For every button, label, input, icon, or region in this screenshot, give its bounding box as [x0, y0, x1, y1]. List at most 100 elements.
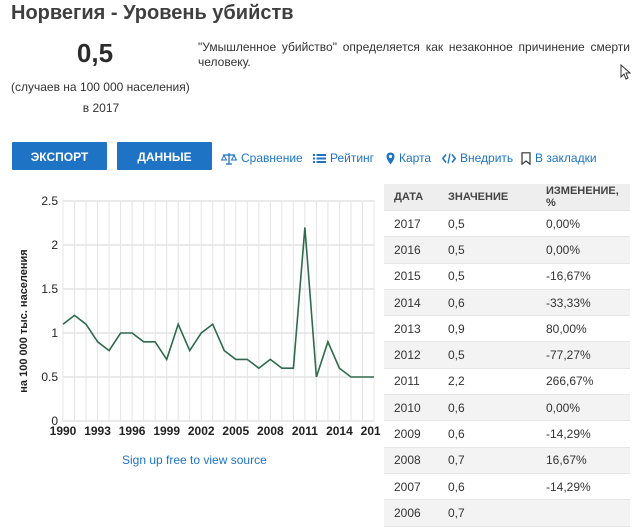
- cell-value: 0,7: [438, 447, 536, 474]
- x-tick-label: 2005: [222, 424, 249, 438]
- line-chart: 0 0.5 1 1.5 2 2.5 1990 1993 1996 1999 2002 2005 200…: [10, 190, 380, 440]
- value-year: в 2017: [82, 101, 120, 115]
- rating-link[interactable]: Рейтинг: [313, 151, 374, 165]
- cell-change: 0,00%: [536, 394, 630, 422]
- y-tick-label: 1: [51, 326, 58, 340]
- data-button[interactable]: ДАННЫЕ: [117, 142, 212, 170]
- cell-value: 0,5: [438, 210, 536, 238]
- x-tick-label: 2014: [326, 424, 353, 438]
- x-tick-label: 2017: [361, 424, 380, 438]
- table-row: 2016 0,5 0,00%: [384, 236, 630, 264]
- compare-label: Сравнение: [241, 151, 303, 165]
- series-line: [62, 227, 374, 378]
- list-icon: [313, 153, 326, 163]
- embed-label: Внедрить: [460, 151, 514, 165]
- y-tick-label: 0: [51, 414, 58, 428]
- y-axis-ticks: 0 0.5 1 1.5 2 2.5: [41, 194, 58, 428]
- source-link[interactable]: Sign up free to view source: [122, 453, 267, 467]
- cell-date: 2009: [384, 420, 438, 448]
- cell-date: 2013: [384, 315, 438, 343]
- y-tick-label: 2.5: [41, 194, 58, 208]
- table-row: 2011 2,2 266,67%: [384, 368, 630, 396]
- cell-date: 2011: [384, 368, 438, 396]
- table-header-change: ИЗМЕНЕНИЕ, %: [536, 184, 630, 211]
- cell-change: 0,00%: [536, 210, 630, 238]
- map-label: Карта: [399, 151, 432, 165]
- x-tick-label: 2011: [292, 424, 318, 438]
- y-axis-label: на 100 000 тыс. населения: [18, 249, 30, 392]
- cell-change: -77,27%: [536, 341, 630, 369]
- table-row: 2006 0,7: [384, 499, 630, 527]
- scales-icon: [221, 152, 237, 165]
- cell-change: -14,29%: [536, 420, 630, 448]
- x-tick-label: 1993: [84, 424, 111, 438]
- cell-date: 2006: [384, 499, 438, 527]
- y-tick-label: 2: [51, 238, 58, 252]
- x-tick-label: 1999: [153, 424, 180, 438]
- page-title: Норвегия - Уровень убийств: [11, 2, 294, 24]
- cell-date: 2010: [384, 394, 438, 422]
- table-row: 2010 0,6 0,00%: [384, 394, 630, 422]
- cell-date: 2015: [384, 263, 438, 290]
- table-row: 2017 0,5 0,00%: [384, 210, 630, 238]
- rating-label: Рейтинг: [330, 151, 375, 165]
- mouse-cursor-icon: [620, 64, 632, 80]
- cell-value: 0,6: [438, 420, 536, 448]
- x-axis-ticks: 1990 1993 1996 1999 2002 2005 2008 2011 2014 2017: [50, 424, 380, 438]
- x-tick-label: 1996: [119, 424, 146, 438]
- table-header-row: ДАТА ЗНАЧЕНИЕ ИЗМЕНЕНИЕ, %: [384, 184, 630, 211]
- cell-change: -16,67%: [536, 263, 630, 290]
- cell-change: 80,00%: [536, 315, 630, 343]
- data-table: ДАТА ЗНАЧЕНИЕ ИЗМЕНЕНИЕ, % 2017 0,5 0,00% …: [384, 184, 630, 527]
- cell-change: 266,67%: [536, 368, 630, 396]
- table-row: 2009 0,6 -14,29%: [384, 420, 630, 448]
- chart-svg: 0 0.5 1 1.5 2 2.5 1990 1993 1996 1999 2002 2005 200…: [18, 194, 380, 438]
- table-row: 2013 0,9 80,00%: [384, 315, 630, 343]
- bookmark-link[interactable]: В закладки: [521, 151, 597, 165]
- y-tick-label: 1.5: [41, 282, 58, 296]
- chart-grid: [62, 200, 375, 422]
- x-tick-label: 2002: [188, 424, 215, 438]
- cell-date: 2012: [384, 341, 438, 369]
- cell-date: 2016: [384, 236, 438, 264]
- current-value: 0,5: [76, 38, 114, 68]
- cell-value: 0,9: [438, 315, 536, 343]
- compare-link[interactable]: Сравнение: [221, 151, 303, 165]
- cell-date: 2007: [384, 473, 438, 501]
- cell-value: 0,5: [438, 236, 536, 264]
- table-row: 2008 0,7 16,67%: [384, 447, 630, 474]
- x-tick-label: 1990: [50, 424, 77, 438]
- value-unit: (случаев на 100 000 населения): [11, 80, 190, 94]
- bookmark-icon: [521, 151, 531, 165]
- table-row: 2007 0,6 -14,29%: [384, 473, 630, 501]
- table-row: 2015 0,5 -16,67%: [384, 263, 630, 290]
- cell-change: -14,29%: [536, 473, 630, 501]
- plot-frame: [62, 200, 375, 422]
- cell-value: 0,6: [438, 289, 536, 317]
- cell-value: 0,7: [438, 499, 536, 527]
- y-tick-label: 0.5: [41, 370, 58, 384]
- embed-link[interactable]: Внедрить: [442, 151, 513, 165]
- table-header-date: ДАТА: [384, 184, 438, 211]
- bookmark-label: В закладки: [535, 151, 597, 165]
- cell-date: 2017: [384, 210, 438, 238]
- table-row: 2012 0,5 -77,27%: [384, 341, 630, 369]
- cell-change: [536, 499, 630, 527]
- cell-change: 16,67%: [536, 447, 630, 474]
- export-button[interactable]: ЭКСПОРТ: [12, 142, 107, 170]
- cell-value: 0,6: [438, 473, 536, 501]
- table-row: 2014 0,6 -33,33%: [384, 289, 630, 317]
- cell-change: 0,00%: [536, 236, 630, 264]
- cell-date: 2008: [384, 447, 438, 474]
- code-icon: [442, 152, 456, 164]
- cell-date: 2014: [384, 289, 438, 317]
- map-link[interactable]: Карта: [386, 151, 431, 165]
- cell-value: 0,6: [438, 394, 536, 422]
- cell-value: 2,2: [438, 368, 536, 396]
- cell-change: -33,33%: [536, 289, 630, 317]
- cell-value: 0,5: [438, 341, 536, 369]
- x-tick-label: 2008: [257, 424, 284, 438]
- table-header-value: ЗНАЧЕНИЕ: [438, 184, 536, 211]
- indicator-definition: "Умышленное убийство" определяется как н…: [198, 40, 630, 69]
- map-pin-icon: [386, 152, 395, 164]
